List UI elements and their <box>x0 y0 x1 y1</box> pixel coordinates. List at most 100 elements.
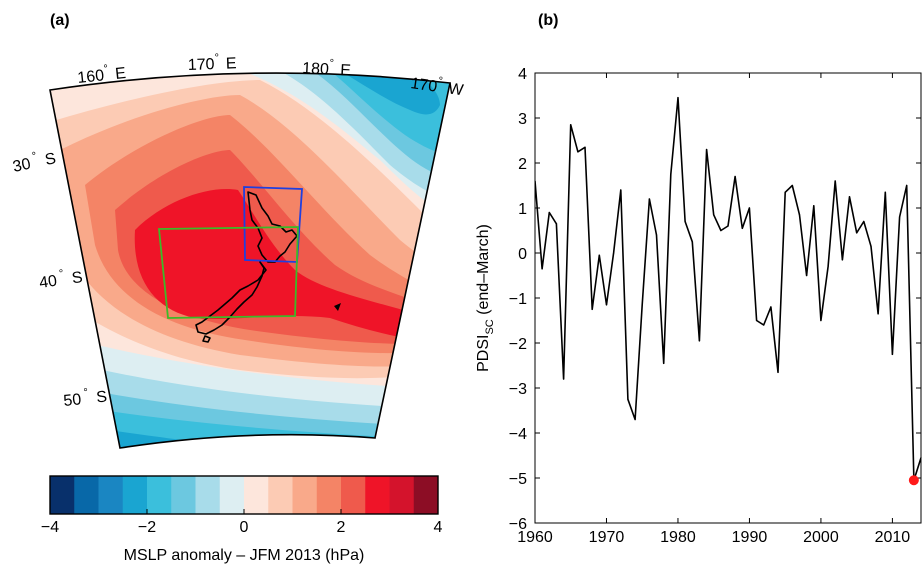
svg-text:S: S <box>95 389 107 407</box>
svg-text:°: ° <box>437 75 443 87</box>
svg-text:170: 170 <box>409 75 438 96</box>
data-point <box>627 398 629 400</box>
y-tick-label: −2 <box>509 336 527 353</box>
data-point <box>748 207 751 209</box>
lon-label-160e: 160 ° E <box>77 63 127 87</box>
data-point <box>648 198 650 200</box>
data-point <box>634 418 636 421</box>
svg-text:30: 30 <box>11 156 32 176</box>
data-point <box>541 268 543 270</box>
data-point <box>698 340 701 342</box>
data-point <box>827 265 829 268</box>
colorbar-swatch <box>341 476 366 514</box>
svg-text:180: 180 <box>302 60 330 78</box>
data-point <box>555 223 558 225</box>
colorbar-title: MSLP anomaly – JFM 2013 (hPa) <box>124 547 365 564</box>
data-point <box>677 97 679 99</box>
y-tick-label: −3 <box>509 381 527 398</box>
lon-label-170w: 170 ° W <box>409 75 465 100</box>
data-point <box>734 175 736 178</box>
colorbar-swatch <box>147 476 172 514</box>
y-tick-label: −1 <box>509 291 527 308</box>
data-point <box>898 216 901 218</box>
data-point <box>727 225 729 227</box>
data-point <box>841 259 843 261</box>
svg-text:°: ° <box>103 63 109 75</box>
data-point <box>570 124 572 126</box>
x-tick-label: 1980 <box>660 529 696 546</box>
svg-text:°: ° <box>58 268 64 280</box>
data-point <box>906 184 908 187</box>
x-tick-label: 1970 <box>589 529 625 546</box>
data-point <box>720 229 722 232</box>
data-point <box>691 241 693 243</box>
colorbar-swatch <box>219 476 245 514</box>
colorbar-swatch <box>195 476 221 514</box>
colorbar-swatch <box>244 476 269 514</box>
data-point <box>920 457 922 459</box>
map-frame <box>49 72 451 449</box>
data-point <box>798 214 801 216</box>
data-point <box>684 220 686 223</box>
colorbar-swatch <box>98 476 124 514</box>
data-point <box>663 362 665 364</box>
data-point <box>870 245 872 247</box>
colorbar-swatch <box>74 476 99 514</box>
y-tick-label: −5 <box>509 471 527 488</box>
data-point <box>741 227 743 229</box>
data-point <box>806 274 808 277</box>
lon-label-170e: 170 ° E <box>188 52 237 74</box>
data-point <box>655 234 658 236</box>
colorbar-tick-label: 0 <box>240 519 249 536</box>
colorbar-tick-label: 2 <box>337 519 346 536</box>
svg-text:170: 170 <box>188 56 215 74</box>
data-point <box>834 180 836 182</box>
data-point <box>755 319 758 322</box>
svg-text:°: ° <box>31 150 38 163</box>
data-point <box>713 214 715 216</box>
y-axis-ticks: 4 3 2 1 0 −1 −2 −3 −4 −5 −6 <box>509 66 921 533</box>
data-point <box>534 180 536 182</box>
pdsi-data-points <box>534 97 922 481</box>
svg-text:40: 40 <box>38 273 58 292</box>
svg-text:°: ° <box>83 386 89 398</box>
svg-text:50: 50 <box>63 391 83 410</box>
x-tick-label: 2010 <box>875 529 911 546</box>
lat-label-50s: 50 ° S <box>63 386 108 410</box>
colorbar-tick-label: −2 <box>138 519 156 536</box>
colorbar-tick-label: −4 <box>41 519 59 536</box>
lat-label-40s: 40 ° S <box>38 268 84 292</box>
data-point <box>705 148 708 151</box>
lat-label-30s: 30 ° S <box>11 150 57 176</box>
data-point <box>641 304 643 306</box>
data-point <box>884 191 886 193</box>
colorbar-tick-label: 4 <box>434 519 443 536</box>
colorbar-swatch <box>171 476 196 514</box>
panel-a-label: (a) <box>50 12 70 29</box>
data-point <box>620 189 622 191</box>
data-point <box>777 371 779 373</box>
data-point <box>584 146 586 148</box>
svg-text:E: E <box>340 62 352 80</box>
y-tick-label: −6 <box>509 516 527 533</box>
colorbar-ticks: −4 −2 0 2 4 <box>41 509 443 536</box>
data-point <box>877 313 879 315</box>
data-point <box>763 324 765 326</box>
svg-text:W: W <box>447 80 465 99</box>
new-zealand-coastline <box>195 191 298 343</box>
pdsi-series-line <box>535 96 921 482</box>
data-point <box>562 378 565 380</box>
data-point <box>548 211 550 214</box>
data-point <box>863 220 865 223</box>
data-point <box>577 151 579 153</box>
x-axis-ticks: 1960 1970 1980 1990 2000 2010 <box>517 73 910 546</box>
svg-text:E: E <box>226 55 237 72</box>
svg-text:S: S <box>71 269 84 287</box>
data-point <box>670 173 672 175</box>
colorbar-swatch <box>316 476 342 514</box>
data-point <box>791 184 793 187</box>
svg-text:E: E <box>114 65 126 83</box>
y-axis-label-subscript: SC <box>484 319 496 334</box>
svg-text:°: ° <box>214 52 219 64</box>
